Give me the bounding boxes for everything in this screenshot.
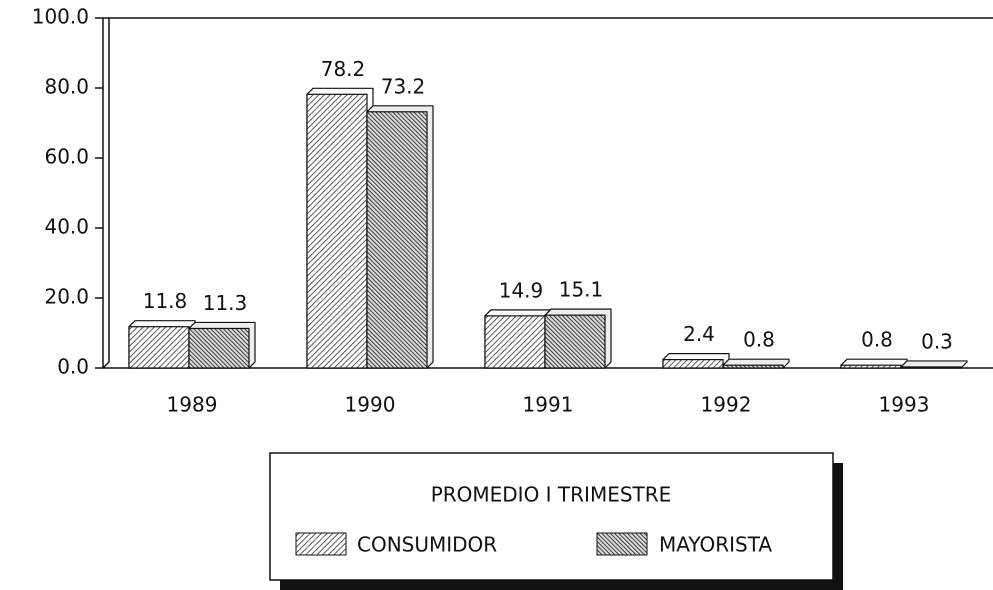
data-label: 14.9	[499, 278, 544, 302]
bar	[128, 326, 190, 369]
legend-label: CONSUMIDOR	[357, 533, 497, 557]
data-label: 15.1	[559, 278, 604, 302]
legend-box	[269, 452, 834, 581]
bar	[662, 359, 724, 369]
bar	[484, 315, 546, 369]
bar	[900, 366, 962, 369]
legend-label: MAYORISTA	[659, 533, 772, 557]
bar	[306, 93, 368, 369]
bar	[544, 314, 606, 369]
x-tick-label: 1991	[523, 393, 574, 417]
data-label: 0.3	[921, 329, 953, 353]
x-tick-label: 1990	[345, 393, 396, 417]
x-tick-label: 1992	[701, 393, 752, 417]
data-label: 11.3	[203, 291, 248, 315]
y-tick-label: 80.0	[44, 75, 89, 99]
legend-swatch	[295, 532, 347, 556]
y-tick-label: 60.0	[44, 145, 89, 169]
legend-swatch	[596, 532, 648, 556]
y-tick-label: 100.0	[32, 5, 89, 29]
bar	[366, 111, 428, 369]
data-label: 0.8	[743, 328, 775, 352]
x-tick-label: 1989	[167, 393, 218, 417]
y-tick-label: 40.0	[44, 215, 89, 239]
data-label: 0.8	[861, 328, 893, 352]
data-label: 11.8	[143, 289, 188, 313]
data-label: 2.4	[683, 322, 715, 346]
y-tick-label: 20.0	[44, 285, 89, 309]
legend-title: PROMEDIO I TRIMESTRE	[431, 483, 672, 507]
data-label: 73.2	[381, 74, 426, 98]
x-tick-label: 1993	[879, 393, 930, 417]
data-label: 78.2	[321, 57, 366, 81]
bar	[722, 364, 784, 369]
bar	[840, 364, 902, 369]
y-tick-label: 0.0	[57, 355, 89, 379]
bar	[188, 327, 250, 369]
